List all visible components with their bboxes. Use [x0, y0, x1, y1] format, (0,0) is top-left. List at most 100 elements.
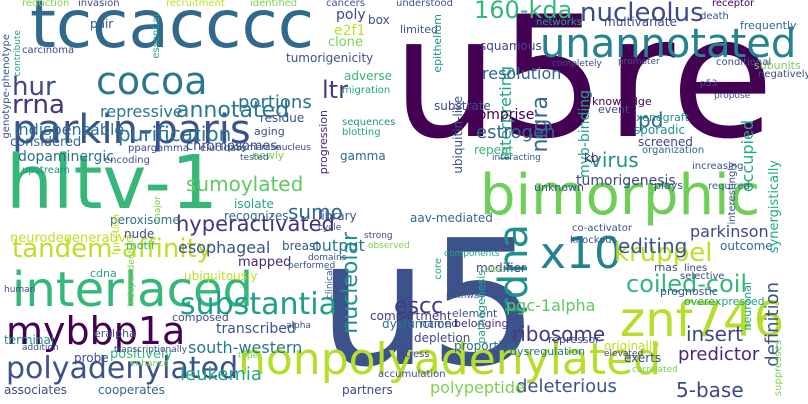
cloud-word: aging	[254, 125, 285, 138]
cloud-word: kruppel	[614, 238, 713, 268]
cloud-word: recognizes	[224, 209, 289, 223]
cloud-word: nude	[124, 227, 155, 241]
cloud-word: eralpha	[94, 327, 136, 340]
cloud-word: nucleolus	[580, 0, 704, 28]
cloud-word: chromosomes	[186, 139, 278, 154]
cloud-word: named	[420, 317, 459, 330]
cloud-word: probe	[74, 351, 109, 365]
cloud-word: mybbp1a	[6, 309, 186, 353]
cloud-word: squamous	[480, 39, 542, 53]
cloud-word: frequently	[740, 19, 797, 32]
cloud-word: cocoa	[96, 59, 208, 103]
cloud-word: output	[312, 236, 365, 255]
cloud-word: interlaced	[12, 262, 253, 318]
cloud-word: 5-base	[676, 378, 744, 402]
cloud-word: conditional	[716, 57, 772, 68]
cloud-word: knowledge	[592, 95, 652, 108]
cloud-word: depletion	[414, 331, 471, 345]
cloud-word: virus	[590, 148, 639, 172]
cloud-word: escc	[394, 294, 444, 319]
cloud-word: south-western	[188, 338, 303, 357]
cloud-word: carcinoma	[22, 45, 75, 56]
cloud-word: portions	[238, 92, 312, 113]
cloud-word: terminal	[4, 333, 55, 347]
cloud-word: overexpressed	[684, 295, 765, 308]
cloud-word: peroxisome	[110, 213, 180, 227]
cloud-word: rnas	[654, 261, 678, 274]
cloud-word: sites	[486, 265, 505, 274]
cloud-word: associates	[4, 383, 67, 397]
cloud-word: multivariate	[604, 15, 677, 29]
cloud-word: annotated	[176, 98, 290, 123]
cloud-word: transcriptionally	[114, 345, 188, 355]
cloud-word: core	[433, 258, 444, 280]
cloud-word: pathway	[446, 291, 485, 301]
cloud-word: library	[318, 209, 357, 223]
cloud-word: pgc-1alpha	[506, 296, 596, 315]
cloud-word: purification	[118, 122, 232, 146]
cloud-word: performed	[288, 261, 336, 271]
cloud-word: modifier	[476, 261, 526, 275]
cloud-word: substrate	[434, 99, 491, 113]
cloud-word: unknown	[534, 181, 584, 194]
cloud-word: ribosome	[512, 322, 606, 346]
cloud-word: tccacccc	[30, 0, 315, 63]
cloud-word: 160-kda	[474, 0, 573, 24]
cloud-word: nonpolyadenylated	[238, 334, 662, 385]
cloud-word: polymerase	[228, 143, 281, 153]
cloud-word: increasing	[692, 161, 744, 172]
cloud-word: unannotated	[540, 21, 797, 67]
cloud-word: sumoylated	[186, 172, 304, 196]
cloud-word: correlated	[632, 365, 678, 375]
cloud-word: sporadic	[634, 123, 686, 137]
cloud-word: observed	[368, 241, 410, 251]
cloud-word: accumulation	[378, 369, 446, 380]
cloud-word: indispensable	[14, 120, 125, 139]
cloud-word: hur	[12, 72, 56, 102]
cloud-word: proportion	[454, 339, 517, 353]
cloud-word: encoding	[104, 155, 150, 166]
cloud-word: e2f1	[334, 23, 366, 39]
cloud-word: kb	[584, 151, 599, 165]
cloud-word: originally	[604, 339, 660, 353]
cloud-word: outcome	[720, 239, 773, 253]
cloud-word: p53	[700, 79, 718, 89]
cloud-word: identified	[250, 0, 298, 9]
cloud-word: ubiquitin-like	[451, 96, 465, 174]
cloud-word: sumo	[288, 200, 343, 224]
cloud-word: cdna	[90, 267, 117, 280]
cloud-word: dysregulation	[510, 345, 586, 358]
cloud-word: epithelium	[431, 14, 444, 73]
cloud-word: tumorigenicity	[286, 51, 374, 65]
cloud-word: completely	[552, 59, 602, 69]
cloud-word: upstream	[22, 165, 70, 176]
cloud-word: components	[444, 249, 500, 259]
cloud-word: selective	[680, 271, 725, 282]
cloud-word: tested	[240, 153, 269, 163]
cloud-word: addition	[22, 343, 59, 353]
cloud-word: sequences	[342, 117, 396, 128]
cloud-word: stress	[400, 349, 430, 360]
cloud-word: negatively	[758, 69, 808, 80]
cloud-word: domains	[308, 253, 347, 263]
cloud-word: ppargamma	[128, 143, 189, 154]
cloud-word: pair	[90, 17, 114, 31]
cloud-word: pathogenesis	[475, 270, 488, 344]
cloud-word: understood	[396, 0, 454, 9]
cloud-word: hyperactivated	[176, 212, 335, 236]
cloud-word: clone	[328, 35, 363, 50]
cloud-word: interacting	[492, 153, 541, 163]
cloud-word: pd	[638, 108, 664, 132]
cloud-word: recruitment	[166, 0, 225, 9]
cloud-word: reduction	[22, 0, 70, 9]
cloud-word: cycle	[318, 223, 342, 233]
cloud-word: parkin-paris	[12, 107, 251, 153]
cloud-word: suppresses	[773, 340, 784, 397]
cloud-word: organization	[642, 145, 705, 156]
cloud-word: residue	[260, 111, 305, 125]
cloud-word: substantia	[180, 287, 337, 322]
cloud-word: rrna	[12, 90, 65, 120]
cloud-word: function	[111, 214, 122, 255]
cloud-word: ubiquitously	[184, 269, 258, 283]
